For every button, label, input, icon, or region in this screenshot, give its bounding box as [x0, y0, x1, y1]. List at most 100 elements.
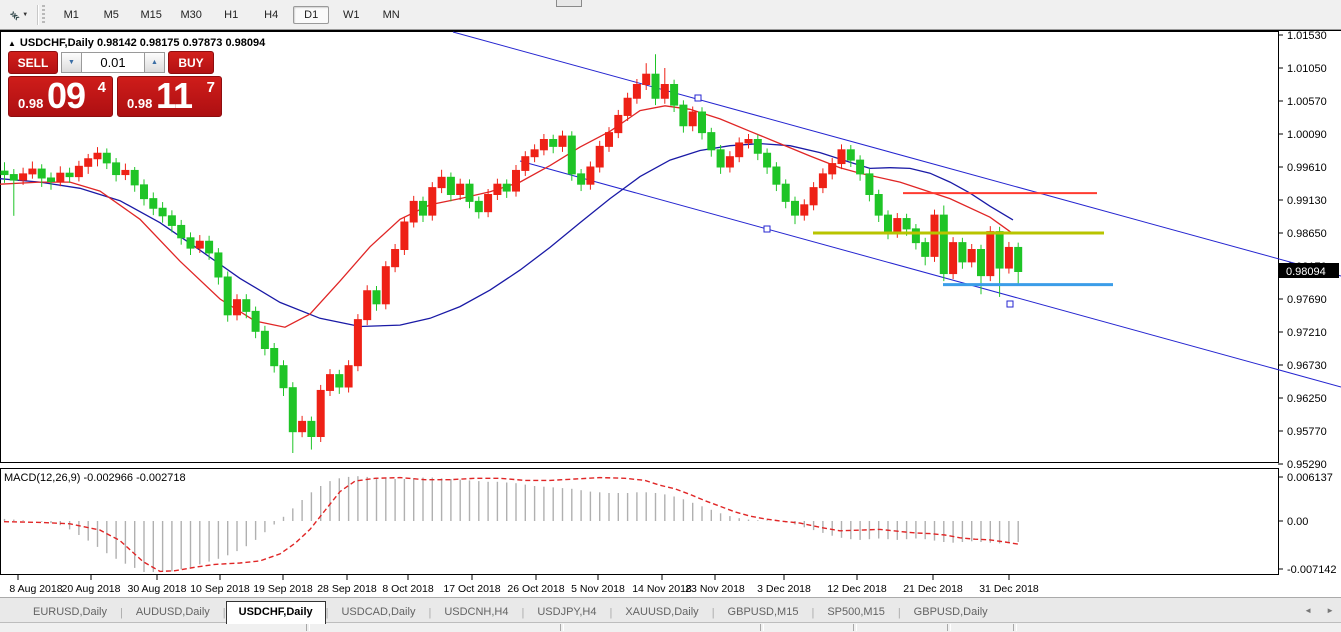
date-axis-label: 3 Dec 2018 [757, 583, 811, 595]
candle-body [112, 162, 121, 176]
candle-body [670, 84, 679, 106]
candle-body [223, 276, 232, 316]
candle-body [74, 165, 83, 178]
tab-scroll-left-icon[interactable]: ◄ [1304, 606, 1313, 615]
volume-increment-button[interactable]: ▲ [144, 52, 165, 73]
candle-body [549, 139, 558, 147]
chart-type-button[interactable]: »« ▼ [7, 4, 31, 26]
candle-body [409, 200, 418, 223]
candle-body [651, 73, 660, 99]
date-axis-label: 30 Aug 2018 [128, 583, 187, 595]
candle-body [363, 290, 372, 321]
volume-input[interactable]: 0.01 [82, 52, 144, 73]
tab-separator: | [811, 607, 815, 619]
candle-body [391, 249, 400, 268]
toolbar: »« ▼ M1 M5 M15 M30 H1 H4 D1 W1 MN [0, 0, 1341, 30]
tab-audusd-daily[interactable]: AUDUSD,Daily [135, 606, 210, 618]
one-click-trading-panel: SELL ▼ 0.01 ▲ BUY 0.98 09 4 0.98 11 7 [8, 51, 222, 117]
timeframe-button-H1[interactable]: H1 [224, 8, 239, 21]
toolbar-grip-handle[interactable] [42, 4, 46, 25]
tab-eurusd-daily[interactable]: EURUSD,Daily [33, 606, 107, 618]
candle-body [493, 183, 502, 195]
current-price-marker [1279, 263, 1339, 278]
macd-name: MACD(12,26,9) [4, 472, 81, 484]
tab-usdcnh-h4[interactable]: USDCNH,H4 [444, 606, 509, 618]
candle-body [716, 149, 725, 168]
ohlc-open: 0.98142 [96, 37, 137, 49]
timeframe-button-M5[interactable]: M5 [103, 8, 119, 21]
date-axis-label: 17 Oct 2018 [443, 583, 500, 595]
timeframe-button-M30[interactable]: M30 [180, 8, 202, 21]
candle-body [428, 187, 437, 216]
status-panel-separator [306, 624, 310, 631]
candle-body [539, 139, 548, 151]
candle-body [735, 142, 744, 158]
tab-usdcad-daily[interactable]: USDCAD,Daily [341, 606, 416, 618]
ohlc-low: 0.97873 [182, 37, 223, 49]
candle-body [763, 152, 772, 168]
trendline-handle [763, 225, 771, 233]
timeframe-button-group: M1 M5 M15 M30 H1 H4 D1 W1 MN [51, 5, 411, 24]
chart-svg[interactable]: 1.01530 1.01050 1.00570 1.00090 0.99610 0.991… [0, 31, 1341, 628]
chevron-down-icon[interactable]: ▼ [22, 11, 29, 18]
price-axis-label: 0.95770 [1287, 426, 1327, 438]
candle-body [242, 299, 251, 312]
tab-gbpusd-daily[interactable]: GBPUSD,Daily [913, 606, 988, 618]
candle-body [791, 200, 799, 216]
tab-xauusd-daily[interactable]: XAUUSD,Daily [625, 606, 699, 618]
tab-separator: | [521, 607, 525, 619]
buy-button[interactable]: BUY [168, 51, 214, 74]
candle-body [381, 266, 390, 305]
sell-price-display[interactable]: 0.98 09 4 [8, 75, 113, 117]
candle-body [65, 172, 74, 178]
candle-body [893, 218, 902, 233]
chart-window: 1.01530 1.01050 1.00570 1.00090 0.99610 0.991… [0, 30, 1341, 598]
volume-decrement-button[interactable]: ▼ [61, 52, 82, 73]
tab-scroll-right-icon[interactable]: ► [1326, 606, 1334, 615]
tab-usdchf-daily[interactable]: USDCHF,Daily [225, 601, 326, 624]
tab-usdjpy-h4[interactable]: USDJPY,H4 [537, 606, 597, 618]
collapse-marker-icon[interactable]: ▲ [8, 39, 16, 48]
candle-body [623, 97, 632, 116]
tab-sp500-m15[interactable]: SP500,M15 [827, 606, 885, 618]
candle-body [9, 174, 18, 181]
candle-body [512, 169, 520, 192]
timeframe-button-W1[interactable]: W1 [342, 8, 360, 21]
status-panel-separator [947, 624, 951, 631]
timeframe-button-H4[interactable]: H4 [264, 8, 279, 21]
candle-body [288, 387, 297, 433]
candle-body [344, 365, 353, 388]
timeframe-button-M15[interactable]: M15 [140, 8, 162, 21]
tab-separator: | [325, 607, 329, 619]
macd-axis-label: -0.007142 [1287, 564, 1337, 576]
macd-values: -0.002966 -0.002718 [83, 472, 186, 484]
candle-body [688, 111, 697, 127]
candle-body [28, 168, 37, 175]
symbol-tab-bar: EURUSD,Daily | AUDUSD,Daily | USDCHF,Daily | U… [0, 597, 1341, 624]
sell-price-big-digits: 09 [47, 75, 86, 116]
spin-up-icon: ▲ [151, 59, 158, 66]
candle-body [781, 183, 790, 202]
price-axis-label: 1.01050 [1287, 63, 1327, 75]
tab-gbpusd-m15[interactable]: GBPUSD,M15 [727, 606, 799, 618]
price-axis-label: 0.99610 [1287, 162, 1327, 174]
sell-button[interactable]: SELL [8, 51, 58, 74]
candle-body [353, 319, 362, 367]
date-axis-label: 31 Dec 2018 [979, 583, 1039, 595]
candle-body [986, 231, 995, 277]
timeframe-button-M1[interactable]: M1 [63, 8, 79, 21]
buy-price-display[interactable]: 0.98 11 7 [117, 75, 222, 117]
candle-body [474, 200, 483, 213]
timeframe-button-MN[interactable]: MN [382, 8, 400, 21]
candle-body [837, 149, 846, 165]
sell-price-pip-digit: 4 [97, 79, 106, 96]
price-axis-label: 0.99130 [1287, 195, 1327, 207]
window-splitter-notch[interactable] [556, 0, 582, 7]
candle-body [725, 156, 734, 168]
status-panel-separator [560, 624, 564, 631]
tab-separator: | [222, 607, 226, 619]
candle-body [465, 183, 474, 202]
timeframe-button-D1[interactable]: D1 [293, 5, 330, 24]
candle-body [158, 207, 167, 217]
trendline-handle [1006, 300, 1014, 308]
